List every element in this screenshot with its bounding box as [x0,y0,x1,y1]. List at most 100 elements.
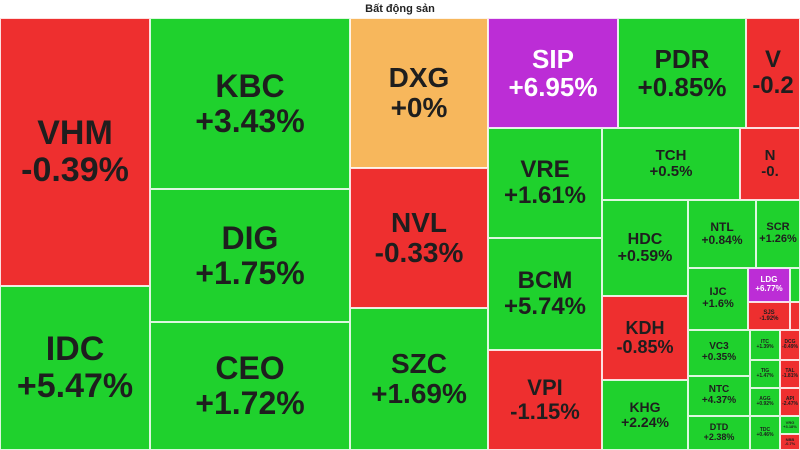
tile-kdh[interactable]: KDH -0.85% [602,296,688,380]
tile-symbol: PDR [654,43,710,74]
tile-bcm[interactable]: BCM +5.74% [488,238,602,350]
tile-symbol: VRG [785,419,795,425]
tile-symbol: ITC [760,338,770,345]
tile-idc[interactable]: IDC +5.47% [0,286,150,450]
tile-change: +0.84% [701,233,743,247]
tile-change: +0.92% [756,401,774,407]
tile-itc[interactable]: ITC +1.39% [750,330,780,360]
tile-blank-24[interactable] [790,302,800,330]
tile-symbol: NTC [708,384,730,396]
tile-vre[interactable]: VRE +1.61% [488,128,602,238]
tile-symbol: BCM [517,267,573,295]
tile-tch[interactable]: TCH +0.5% [602,128,740,200]
tile-symbol: DTD [709,422,729,433]
tile-symbol: SJS [763,309,775,316]
tile-api[interactable]: API -2.47% [780,388,800,416]
tile-change: +1.75% [195,254,305,291]
tile-symbol: VC3 [709,341,729,353]
tile-change: -0.49% [782,344,798,350]
tile-symbol: DXG [388,61,450,93]
tile-hdc[interactable]: HDC +0.59% [602,200,688,296]
tile-ldg[interactable]: LDG +6.77% [748,268,790,302]
tile-khg[interactable]: KHG +2.24% [602,380,688,450]
tile-change: -0.33% [374,237,464,268]
tile-change: +1.39% [756,344,774,350]
tile-scr[interactable]: SCR +1.26% [756,200,800,268]
tile-tdc[interactable]: TDC +0.46% [750,416,780,450]
tile-symbol: NTL [710,220,734,235]
tile-symbol: IDC [45,330,105,369]
tile-ceo[interactable]: CEO +1.72% [150,322,350,450]
tile-change: +3.43% [195,102,305,139]
tile-change: +1.61% [503,182,587,209]
tile-dig[interactable]: DIG +1.75% [150,189,350,322]
tile-symbol: HDC [627,230,663,248]
tile-agg[interactable]: AGG +0.92% [750,388,780,416]
treemap: VHM -0.39% IDC +5.47% KBC +3.43% DIG +1.75% CEO +… [0,18,800,450]
tile-symbol: IJC [709,286,727,299]
tile-symbol: NBB [785,436,795,442]
tile-symbol: TIG [760,367,770,374]
tile-kbc[interactable]: KBC +3.43% [150,18,350,189]
tile-change: +1.69% [371,378,467,409]
tile-change: +3.18% [783,424,797,429]
tile-change: +1.26% [759,233,797,245]
tile-symbol: TCH [655,146,687,164]
tile-symbol: VHM [37,114,113,153]
tile-dcg[interactable]: DCG -0.49% [780,330,800,360]
tile-change: -2.47% [782,401,798,407]
tile-symbol: VPI [527,375,563,401]
tile-dxg[interactable]: DXG +0% [350,18,488,168]
tile-symbol: SIP [532,43,574,74]
tile-n[interactable]: N -0. [740,128,800,200]
tile-symbol: DCG [784,338,796,345]
tile-change: +2.38% [703,432,735,442]
tile-pdr[interactable]: PDR +0.85% [618,18,746,128]
tile-tal[interactable]: TAL -1.81% [780,360,800,388]
tile-change: -0. [761,163,779,180]
tile-symbol: NVL [391,206,447,238]
tile-vrg[interactable]: VRG +3.18% [780,416,800,434]
tile-change: +2.24% [621,414,669,430]
tile-symbol: KHG [629,398,661,415]
tile-change: +0% [390,92,448,123]
tile-vc3[interactable]: VC3 +0.35% [688,330,750,376]
tile-symbol: TDC [759,426,771,433]
chart-title: Bất động sản [365,3,435,15]
tile-symbol: KBC [215,67,285,104]
tile-change: +0.35% [701,352,737,363]
tile-dtd[interactable]: DTD +2.38% [688,416,750,450]
tile-change: -0.85% [616,337,674,357]
tile-symbol: API [785,395,795,402]
tile-szc[interactable]: SZC +1.69% [350,308,488,450]
tile-sjs[interactable]: SJS -1.92% [748,302,790,330]
tile-symbol: LDG [760,275,778,285]
tile-symbol: AGG [759,395,771,402]
tile-change: -1.15% [510,399,580,424]
tile-vpi[interactable]: VPI -1.15% [488,350,602,450]
tile-symbol: SCR [766,221,790,234]
tile-ntl[interactable]: NTL +0.84% [688,200,756,268]
tile-change: +1.47% [756,373,774,379]
tile-change: +5.47% [16,367,134,405]
tile-change: +6.77% [755,284,783,293]
tile-symbol: N [764,146,776,164]
tile-ijc[interactable]: IJC +1.6% [688,268,748,330]
tile-change: +0.85% [637,72,727,102]
tile-vhm[interactable]: VHM -0.39% [0,18,150,286]
tile-change: +1.72% [195,385,305,421]
tile-change: +4.37% [701,395,737,406]
tile-symbol: SZC [391,347,447,379]
tile-change: -0.39% [21,151,129,189]
tile-sip[interactable]: SIP +6.95% [488,18,618,128]
tile-change: -1.92% [759,316,779,322]
tile-tig[interactable]: TIG +1.47% [750,360,780,388]
tile-v[interactable]: V -0.2 [746,18,800,128]
tile-change: +5.74% [503,293,587,320]
tile-change: +0.59% [617,248,673,265]
tile-nbb[interactable]: NBB -0.7% [780,434,800,450]
tile-ntc[interactable]: NTC +4.37% [688,376,750,416]
tile-change: +0.46% [756,432,774,438]
tile-nvl[interactable]: NVL -0.33% [350,168,488,308]
tile-blank-21[interactable] [790,268,800,302]
